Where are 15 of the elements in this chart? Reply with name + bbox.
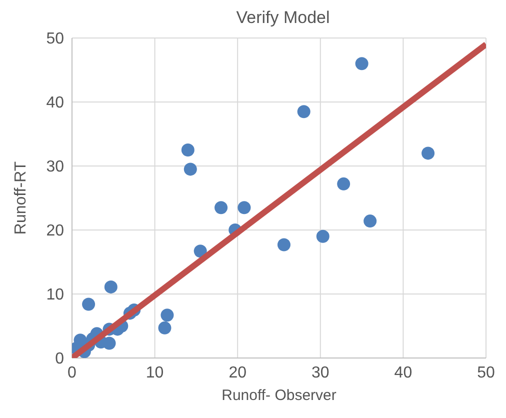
x-tick-label: 0 [68, 364, 77, 382]
y-tick-label: 30 [46, 158, 64, 176]
x-tick-label: 20 [228, 364, 247, 382]
chart-title: Verify Model [235, 8, 331, 29]
y-tick-label: 40 [46, 94, 64, 112]
y-tick-label: 10 [46, 286, 64, 304]
x-tick-label: 10 [146, 364, 164, 382]
x-tick-label: 40 [394, 364, 412, 382]
y-tick-label: 20 [46, 222, 64, 240]
y-tick-label: 0 [55, 350, 64, 368]
x-tick-label: 30 [312, 364, 330, 382]
y-tick-label: 50 [46, 30, 64, 48]
x-tick-label: 50 [477, 364, 495, 382]
y-axis-title: Runoff-RT [12, 161, 30, 235]
x-axis-title: Runoff- Observer [222, 387, 336, 404]
